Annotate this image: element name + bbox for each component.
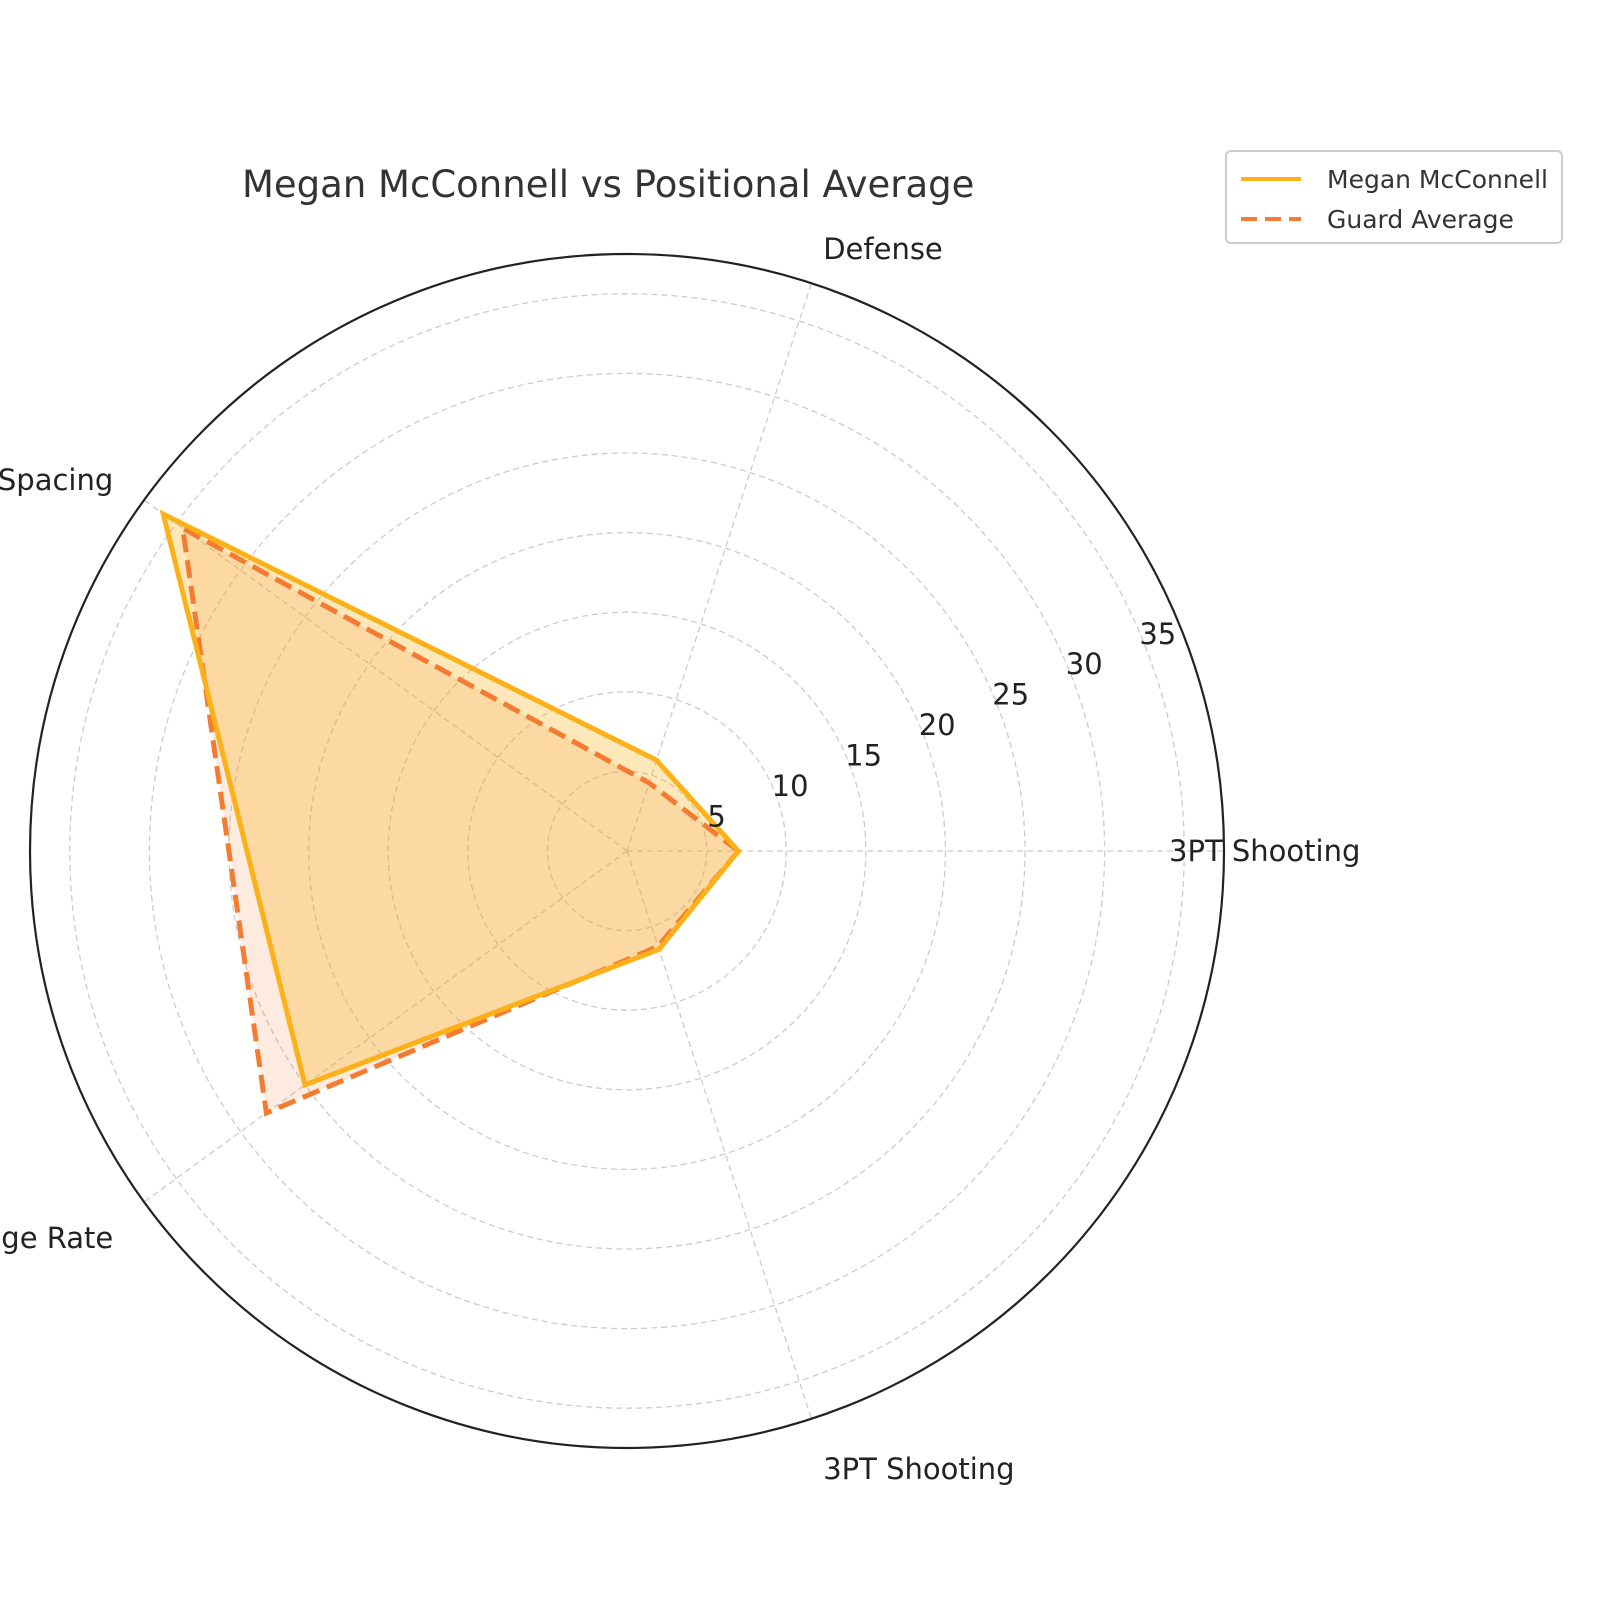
radial-gridline (228, 452, 1026, 1250)
legend-label: Megan McConnell (1327, 164, 1548, 194)
series-fill (182, 528, 739, 1113)
radial-gridline (387, 611, 867, 1091)
legend: Megan McConnell Guard Average (1225, 150, 1563, 244)
radial-gridline (307, 531, 947, 1171)
radial-tick-label: 20 (919, 708, 956, 742)
series-fill (163, 514, 739, 1085)
legend-swatch-dashed (1241, 217, 1301, 221)
axis-label: 3PT Shooting (1169, 834, 1360, 868)
radial-tick-label: 15 (845, 739, 882, 773)
radial-gridline (69, 293, 1185, 1409)
radial-gridline (467, 691, 787, 1011)
outer-frame (28, 252, 1226, 1450)
radial-tick-label: 35 (1139, 617, 1176, 651)
legend-swatch-solid (1241, 177, 1301, 181)
radial-gridline (148, 372, 1106, 1330)
legend-item-guard: Guard Average (1241, 204, 1514, 234)
radial-tick-label: 5 (707, 800, 725, 834)
axis-label: Defense (823, 232, 943, 266)
legend-label: Guard Average (1327, 204, 1514, 234)
axis-label: 3PT Shooting (823, 1452, 1014, 1486)
chart-title: Megan McConnell vs Positional Average (242, 163, 975, 206)
radial-tick-label: 30 (1066, 647, 1103, 681)
legend-item-megan: Megan McConnell (1241, 164, 1548, 194)
axis-label: Usage Rate (0, 1221, 113, 1255)
radial-tick-label: 10 (772, 769, 809, 803)
radial-tick-label: 25 (992, 678, 1029, 712)
axis-label: Spacing (0, 463, 113, 497)
series-line-megan (159, 509, 742, 1089)
